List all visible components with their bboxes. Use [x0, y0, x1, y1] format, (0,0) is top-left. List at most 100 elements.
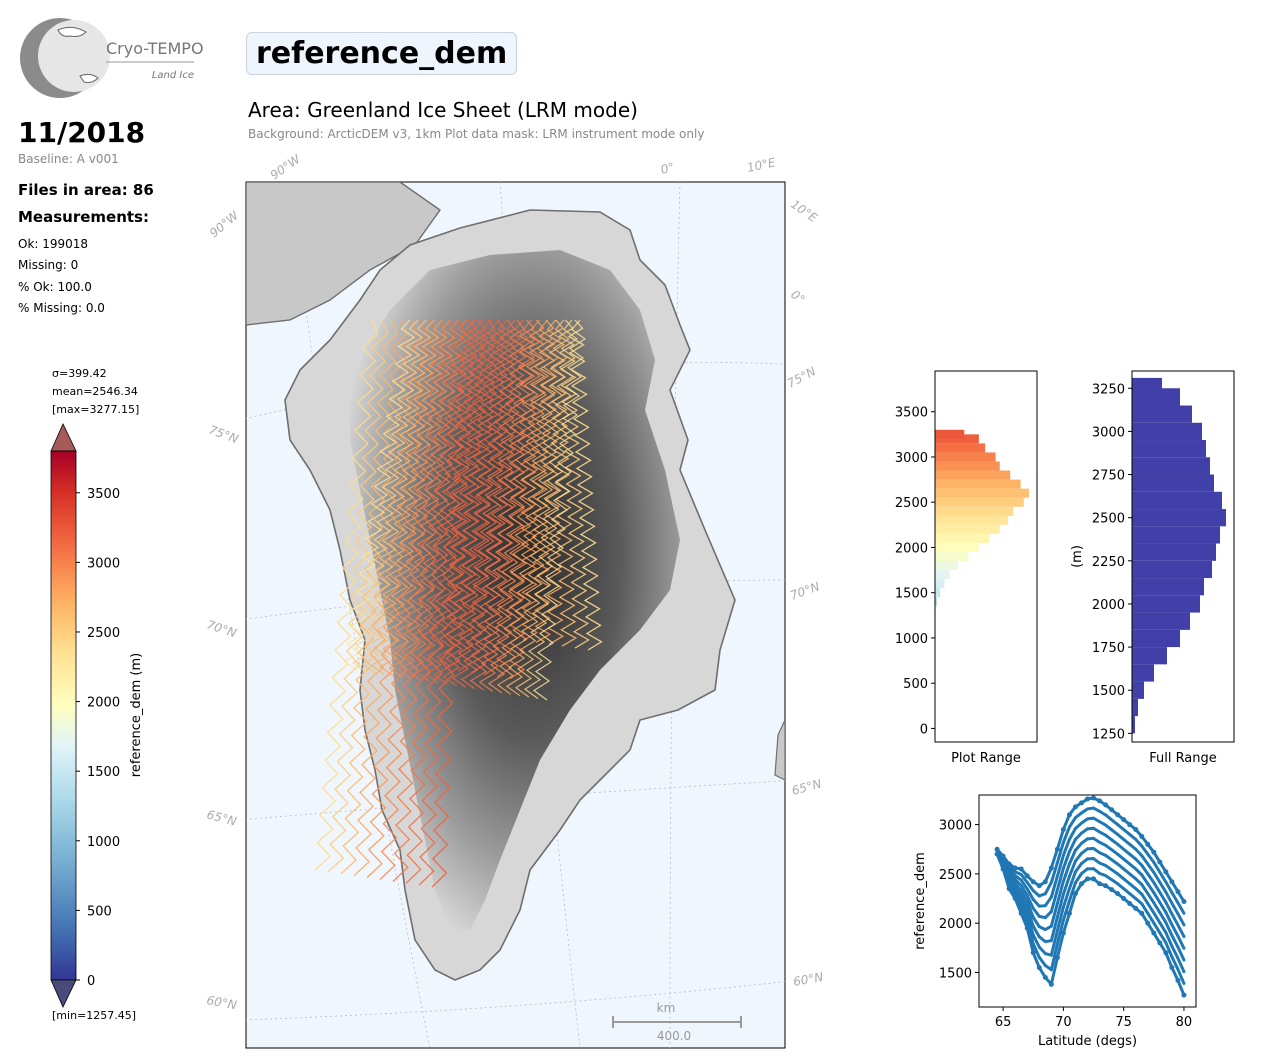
cryo-tempo-logo: Cryo-TEMPO Land Ice: [18, 16, 208, 100]
scatter-point: [1000, 853, 1006, 859]
files-count: Files in area: 86: [18, 181, 154, 199]
histogram-bar: [1132, 629, 1180, 648]
histogram-bar: [1132, 457, 1210, 475]
scatter-point: [1054, 846, 1060, 852]
y-tick-label: 3000: [939, 819, 972, 834]
scatter-point: [1006, 886, 1012, 892]
histogram-frame: [1131, 370, 1235, 743]
scatter-point: [1127, 822, 1133, 828]
y-tick-label: 2000: [939, 917, 972, 932]
scatter-point: [1157, 940, 1163, 946]
y-axis-label: (m): [1070, 545, 1085, 568]
y-tick-label: 2500: [939, 868, 972, 883]
y-tick-label: 500: [903, 677, 928, 692]
scatter-point: [1115, 812, 1121, 818]
lat-label-65-left: 65°N: [205, 807, 238, 828]
scatter-point: [1091, 795, 1097, 801]
scatter-point: [1103, 883, 1109, 889]
y-tick-label: 3250: [1092, 382, 1125, 397]
scatter-point: [1169, 965, 1175, 971]
colorbar-tick-label: 500: [87, 904, 112, 919]
histogram-bar: [935, 542, 979, 552]
histogram-bar: [1132, 681, 1144, 699]
scatter-point: [1078, 881, 1084, 887]
scatter-point: [1060, 827, 1066, 833]
scatter-point: [1133, 905, 1139, 911]
lon-label-0-top: 0°: [659, 160, 676, 177]
histogram-bar: [935, 561, 958, 571]
colorbar-tick-label: 2000: [87, 696, 120, 711]
y-axis-label: reference_dem: [913, 852, 928, 950]
histogram-bar: [1132, 612, 1190, 630]
scatter-point: [1151, 930, 1157, 936]
y-tick-label: 2000: [895, 541, 928, 556]
scatter-point: [1006, 861, 1012, 867]
histogram-bar: [935, 461, 1000, 471]
histogram-bar: [1132, 664, 1154, 682]
lat-label-60-right: 60°N: [792, 970, 824, 989]
y-tick-label: 1000: [895, 632, 928, 647]
histogram-bar: [935, 429, 965, 439]
histogram-bar: [1132, 560, 1212, 579]
scatter-point: [1000, 866, 1006, 872]
scatter-point: [1036, 883, 1042, 889]
histogram-bar: [935, 443, 986, 453]
histogram-bar: [935, 497, 1024, 507]
histogram-full-range: 1250 1500 1750 2000 2250 2500 2750 3000 3250 Full…: [1070, 370, 1235, 766]
histogram-bar: [1132, 422, 1202, 441]
logo-subtitle: Land Ice: [152, 70, 194, 81]
colorbar-tick-label: 1000: [87, 835, 120, 850]
scatter-point: [1109, 887, 1115, 893]
colorbar-tick-label: 3000: [87, 556, 120, 571]
y-tick-label: 2500: [895, 496, 928, 511]
scatter-point: [1012, 865, 1018, 871]
colorbar-tick-label: 2500: [87, 626, 120, 641]
lat-label-75-left: 75°N: [207, 423, 240, 447]
scatter-point: [1024, 873, 1030, 879]
x-tick-label: 70: [1055, 1015, 1072, 1030]
scatter-point: [1024, 925, 1030, 931]
x-axis-label: Full Range: [1149, 751, 1217, 766]
scatter-point: [1127, 900, 1133, 906]
scatter-point: [1072, 804, 1078, 810]
scatter-point: [1109, 807, 1115, 813]
scatter-point: [1048, 865, 1054, 871]
y-tick-label: 2000: [1092, 598, 1125, 613]
scatter-point: [1091, 876, 1097, 882]
histogram-bar: [935, 533, 990, 543]
lat-label-70-left: 70°N: [205, 618, 238, 641]
scalebar-unit: km: [657, 1001, 676, 1015]
scatter-point: [1175, 889, 1181, 895]
y-tick-label: 1500: [895, 587, 928, 602]
colorbar-extend-min: [50, 979, 77, 1008]
scatter-point: [1181, 898, 1187, 904]
lrm-track-swath: [314, 319, 603, 888]
histogram-bar: [1132, 698, 1138, 717]
colorbar-extend-max: [50, 423, 77, 452]
lon-label-10e-right: 10°E: [788, 197, 820, 225]
scatter-point: [1018, 910, 1024, 916]
lon-label-90w-top: 90°W: [268, 151, 304, 182]
area-subtitle: Background: ArcticDEM v3, 1km Plot data …: [248, 127, 705, 141]
histogram-bar: [1132, 405, 1192, 423]
colorbar-max: [max=3277.15]: [52, 403, 139, 416]
pct-missing: % Missing: 0.0: [18, 301, 105, 315]
scatter-point: [1133, 827, 1139, 833]
greenland-map: 75°N 70°N 65°N 60°N 75°N 70°N 65°N 60°N …: [205, 151, 824, 1049]
colorbar-ramp: [50, 450, 77, 981]
scatter-point: [1042, 974, 1048, 980]
scatter-latitude: 65 70 75 80 1500 2000 2500 3000 Latitude (degs) r…: [913, 794, 1197, 1049]
histogram-bar: [935, 506, 1014, 516]
y-tick-label: 2250: [1092, 555, 1125, 570]
x-tick-label: 80: [1176, 1015, 1193, 1030]
scatter-point: [1169, 879, 1175, 885]
period-label: 11/2018: [18, 116, 146, 149]
logo-name: Cryo-TEMPO: [106, 39, 204, 58]
histogram-bar: [1132, 491, 1222, 510]
colorbar: σ=399.42 mean=2546.34 [max=3277.15] 0 500…: [50, 367, 144, 1022]
scatter-point: [1030, 950, 1036, 956]
lon-label-90w-left: 90°W: [207, 208, 242, 241]
scatter-point: [1115, 891, 1121, 897]
x-tick-label: 65: [995, 1015, 1012, 1030]
colorbar-sigma: σ=399.42: [52, 367, 107, 380]
